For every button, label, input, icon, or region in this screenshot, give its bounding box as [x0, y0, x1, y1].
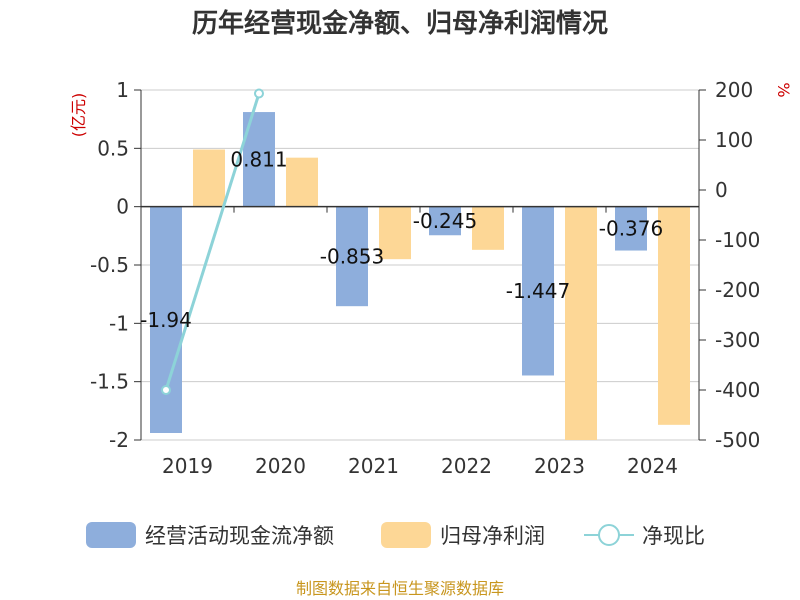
right-tick-label: -200 — [715, 278, 760, 302]
x-tick-label: 2024 — [627, 454, 678, 478]
right-tick-label: -300 — [715, 328, 760, 352]
legend-label-profit: 归母净利润 — [440, 524, 545, 548]
grid-lines — [141, 89, 699, 441]
left-tick-label: 0.5 — [97, 136, 129, 160]
line-ratio — [164, 93, 261, 391]
bar-profit — [286, 157, 318, 207]
bar-cashflow — [429, 206, 461, 236]
left-tick-label: 0 — [116, 195, 129, 219]
bar-group — [150, 112, 690, 440]
x-tick-label: 2022 — [441, 454, 492, 478]
data-label: -0.853 — [320, 244, 384, 268]
bar-profit — [565, 206, 597, 440]
bar-cashflow — [522, 206, 554, 376]
left-tick-label: -1 — [109, 311, 129, 335]
legend-marker-ratio — [598, 524, 620, 546]
right-tick-label: -400 — [715, 378, 760, 402]
bar-cashflow — [150, 206, 182, 433]
source-note: 制图数据来自恒生聚源数据库 — [296, 579, 504, 598]
bar-cashflow — [615, 206, 647, 251]
bar-profit — [658, 206, 690, 425]
data-label: 0.811 — [230, 147, 287, 171]
legend-swatch-cashflow — [86, 522, 136, 548]
x-tick-label: 2020 — [255, 454, 306, 478]
chart-title: 历年经营现金净额、归母净利润情况 — [192, 8, 608, 39]
left-tick-label: -1.5 — [90, 370, 129, 394]
x-tick-label: 2019 — [162, 454, 213, 478]
left-tick-label: -0.5 — [90, 253, 129, 277]
x-tick-label: 2023 — [534, 454, 585, 478]
left-axis-unit: (亿元) — [69, 93, 88, 138]
line-point — [161, 385, 171, 395]
bar-profit — [472, 206, 504, 250]
x-tick-label: 2021 — [348, 454, 399, 478]
line-point — [254, 88, 264, 99]
data-label: -0.376 — [599, 217, 663, 241]
right-tick-label: 0 — [715, 178, 728, 202]
legend: 经营活动现金流净额 归母净利润 净现比 — [86, 522, 705, 548]
right-tick-label: 100 — [715, 128, 753, 152]
bar-cashflow — [336, 206, 368, 307]
left-tick-label: 1 — [116, 78, 129, 102]
right-tick-label: 200 — [715, 78, 753, 102]
bar-profit — [193, 149, 225, 207]
legend-label-cashflow: 经营活动现金流净额 — [145, 524, 334, 548]
bar-profit — [379, 206, 411, 260]
data-labels: -1.94 0.811 -0.853 -0.245 -1.447 -0.376 — [140, 147, 663, 331]
data-label: -1.94 — [140, 308, 192, 332]
legend-swatch-profit — [381, 522, 431, 548]
axes: -2 -1.5 -1 -0.5 0 0.5 1 -500 -400 -300 -200 -100 0 10… — [90, 78, 760, 478]
left-tick-label: -2 — [109, 428, 129, 452]
data-label: -1.447 — [506, 279, 570, 303]
right-axis-unit: % — [774, 82, 793, 97]
line-series — [161, 88, 264, 395]
legend-label-ratio: 净现比 — [642, 524, 705, 548]
data-label: -0.245 — [413, 209, 477, 233]
right-tick-label: -100 — [715, 228, 760, 252]
right-tick-label: -500 — [715, 428, 760, 452]
